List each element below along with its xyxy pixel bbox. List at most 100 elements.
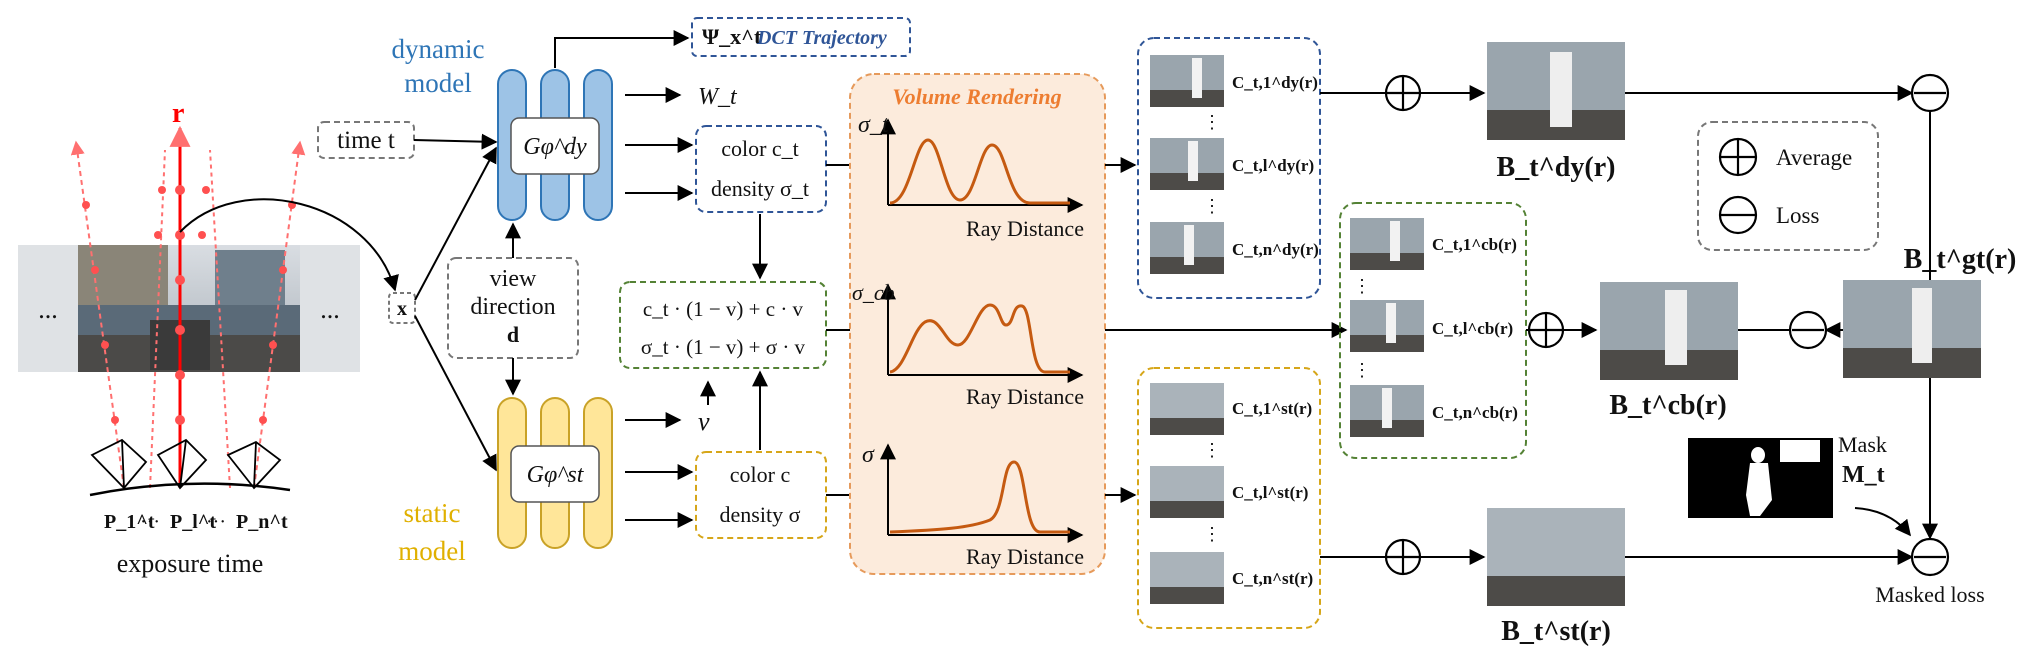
ray-distance-1: Ray Distance <box>966 216 1084 241</box>
dct-box <box>691 17 911 57</box>
volume-rendering: Volume Rendering σ_t Ray Distance σ_cb R… <box>849 73 1106 575</box>
sigma-label: σ <box>862 442 875 468</box>
c-dy-n: C_t,n^dy(r) <box>1232 240 1319 259</box>
pose-dots-2: ··· <box>206 511 226 533</box>
static-model: static model Gφ^st <box>398 397 613 566</box>
static-label-1: static <box>404 498 461 528</box>
density-curve-dynamic <box>889 138 1070 205</box>
legend: Average Loss <box>1697 121 1879 251</box>
volume-input-lines <box>826 164 850 496</box>
loss-symbols <box>1788 73 1950 577</box>
psi-label: Ψ_x^t <box>702 24 762 49</box>
side-frame-left <box>18 245 78 372</box>
blend-arrows <box>700 214 768 450</box>
exposure-time-label: exposure time <box>117 549 264 578</box>
group-st-box <box>1137 367 1321 629</box>
c-st-1: C_t,1^st(r) <box>1232 399 1312 418</box>
ray-sample-points <box>82 185 296 425</box>
w-t-label: W_t <box>698 84 738 110</box>
b-dy-label: B_t^dy(r) <box>1497 152 1616 183</box>
c-st-n: C_t,n^st(r) <box>1232 569 1313 588</box>
v-label: v <box>698 407 710 436</box>
svg-text:⋮: ⋮ <box>1203 112 1221 132</box>
masked-loss-label: Masked loss <box>1875 582 1984 607</box>
dynamic-label-2: model <box>404 68 472 98</box>
density-curve-combined <box>889 303 1070 374</box>
sigma-cb-label: σ_cb <box>852 280 895 305</box>
b-cb-label: B_t^cb(r) <box>1609 390 1726 421</box>
group-combined: ⋮ ⋮ C_t,1^cb(r) C_t,l^cb(r) C_t,n^cb(r) <box>1339 202 1527 459</box>
dct-trajectory: Ψ_x^t DCT Trajectory <box>554 17 911 68</box>
pose-dots-1: ··· <box>140 511 160 533</box>
svg-text:⋮: ⋮ <box>1353 360 1371 380</box>
volume-title: Volume Rendering <box>892 84 1061 109</box>
pose-1: P_1^t <box>104 511 155 533</box>
st-color-label: color c <box>730 462 791 487</box>
plot-combined: σ_cb Ray Distance <box>852 280 1084 409</box>
group-static: ⋮ ⋮ C_t,1^st(r) C_t,l^st(r) C_t,n^st(r) <box>1137 367 1321 629</box>
ray-label: r <box>172 98 184 129</box>
legend-loss-label: Loss <box>1776 203 1820 228</box>
dct-label: DCT Trajectory <box>756 27 887 49</box>
model-output-arrows <box>625 87 694 528</box>
mask-label-2: M_t <box>1842 462 1885 488</box>
c-cb-1: C_t,1^cb(r) <box>1432 235 1517 254</box>
view-label-1: view <box>490 266 537 292</box>
side-ray-left <box>70 140 125 489</box>
input-frame-image <box>78 245 300 372</box>
view-direction-box <box>447 257 579 359</box>
st-network-box <box>510 445 600 503</box>
st-network-label: Gφ^st <box>527 462 585 488</box>
volume-box <box>849 73 1106 575</box>
mask-label-1: Mask <box>1838 432 1887 457</box>
blur-cb-image <box>1600 282 1738 380</box>
ray-distance-2: Ray Distance <box>966 384 1084 409</box>
pose-labels: P_1^t ··· P_l^t ··· P_n^t <box>104 511 288 533</box>
legend-box <box>1697 121 1879 251</box>
st-density-label: density σ <box>720 502 801 527</box>
mask-image <box>1688 438 1833 518</box>
b-gt-label: B_t^gt(r) <box>1904 244 2017 275</box>
group-dynamic: ⋮ ⋮ C_t,1^dy(r) C_t,l^dy(r) C_t,n^dy(r) <box>1137 37 1321 299</box>
side-ray-inner-left <box>149 149 166 489</box>
loss-connections <box>1625 85 1938 565</box>
b-st-label: B_t^st(r) <box>1501 616 1611 646</box>
density-curve-static <box>889 460 1070 534</box>
view-label-3: d <box>507 322 519 347</box>
svg-text:⋮: ⋮ <box>1353 276 1371 296</box>
blur-dy-image <box>1487 42 1625 140</box>
c-st-l: C_t,l^st(r) <box>1232 483 1308 502</box>
st-output-box <box>695 451 827 539</box>
dct-arrow <box>554 30 690 68</box>
camera-trajectory <box>89 482 291 497</box>
side-frame-right <box>300 245 360 372</box>
dynamic-label-1: dynamic <box>392 34 485 64</box>
c-cb-n: C_t,n^cb(r) <box>1432 403 1518 422</box>
x-input-label: x <box>397 298 407 320</box>
cb-thumbnails: ⋮ ⋮ <box>1350 218 1424 437</box>
x-input-box <box>388 292 416 324</box>
dy-network-label: Gφ^dy <box>523 134 587 160</box>
dy-network-box <box>510 117 600 175</box>
camera-frustums <box>90 438 282 490</box>
blend-box <box>619 281 827 369</box>
group-dy-box <box>1137 37 1321 299</box>
svg-text:⋮: ⋮ <box>1203 440 1221 460</box>
time-input-label: time t <box>337 127 395 154</box>
exposure-scene: ... ... r P_1^t ··· P_l^t <box>18 98 399 578</box>
ray-to-x-arrow <box>179 198 399 292</box>
average-arrows <box>1320 85 1598 565</box>
inputs: time t x view direction d <box>317 121 579 359</box>
dy-thumbnails: ⋮ ⋮ <box>1150 55 1224 274</box>
blur-st-image <box>1487 508 1625 606</box>
pose-n: P_n^t <box>236 511 288 533</box>
c-dy-1: C_t,1^dy(r) <box>1232 73 1318 92</box>
gt-image <box>1843 280 1981 378</box>
c-dy-l: C_t,l^dy(r) <box>1232 156 1314 175</box>
volume-output-arrows <box>1105 157 1348 503</box>
pose-l: P_l^t <box>170 511 216 533</box>
sigma-t-label: σ_t <box>858 112 890 138</box>
ray-distance-3: Ray Distance <box>966 544 1084 569</box>
plot-static: σ Ray Distance <box>862 442 1084 569</box>
